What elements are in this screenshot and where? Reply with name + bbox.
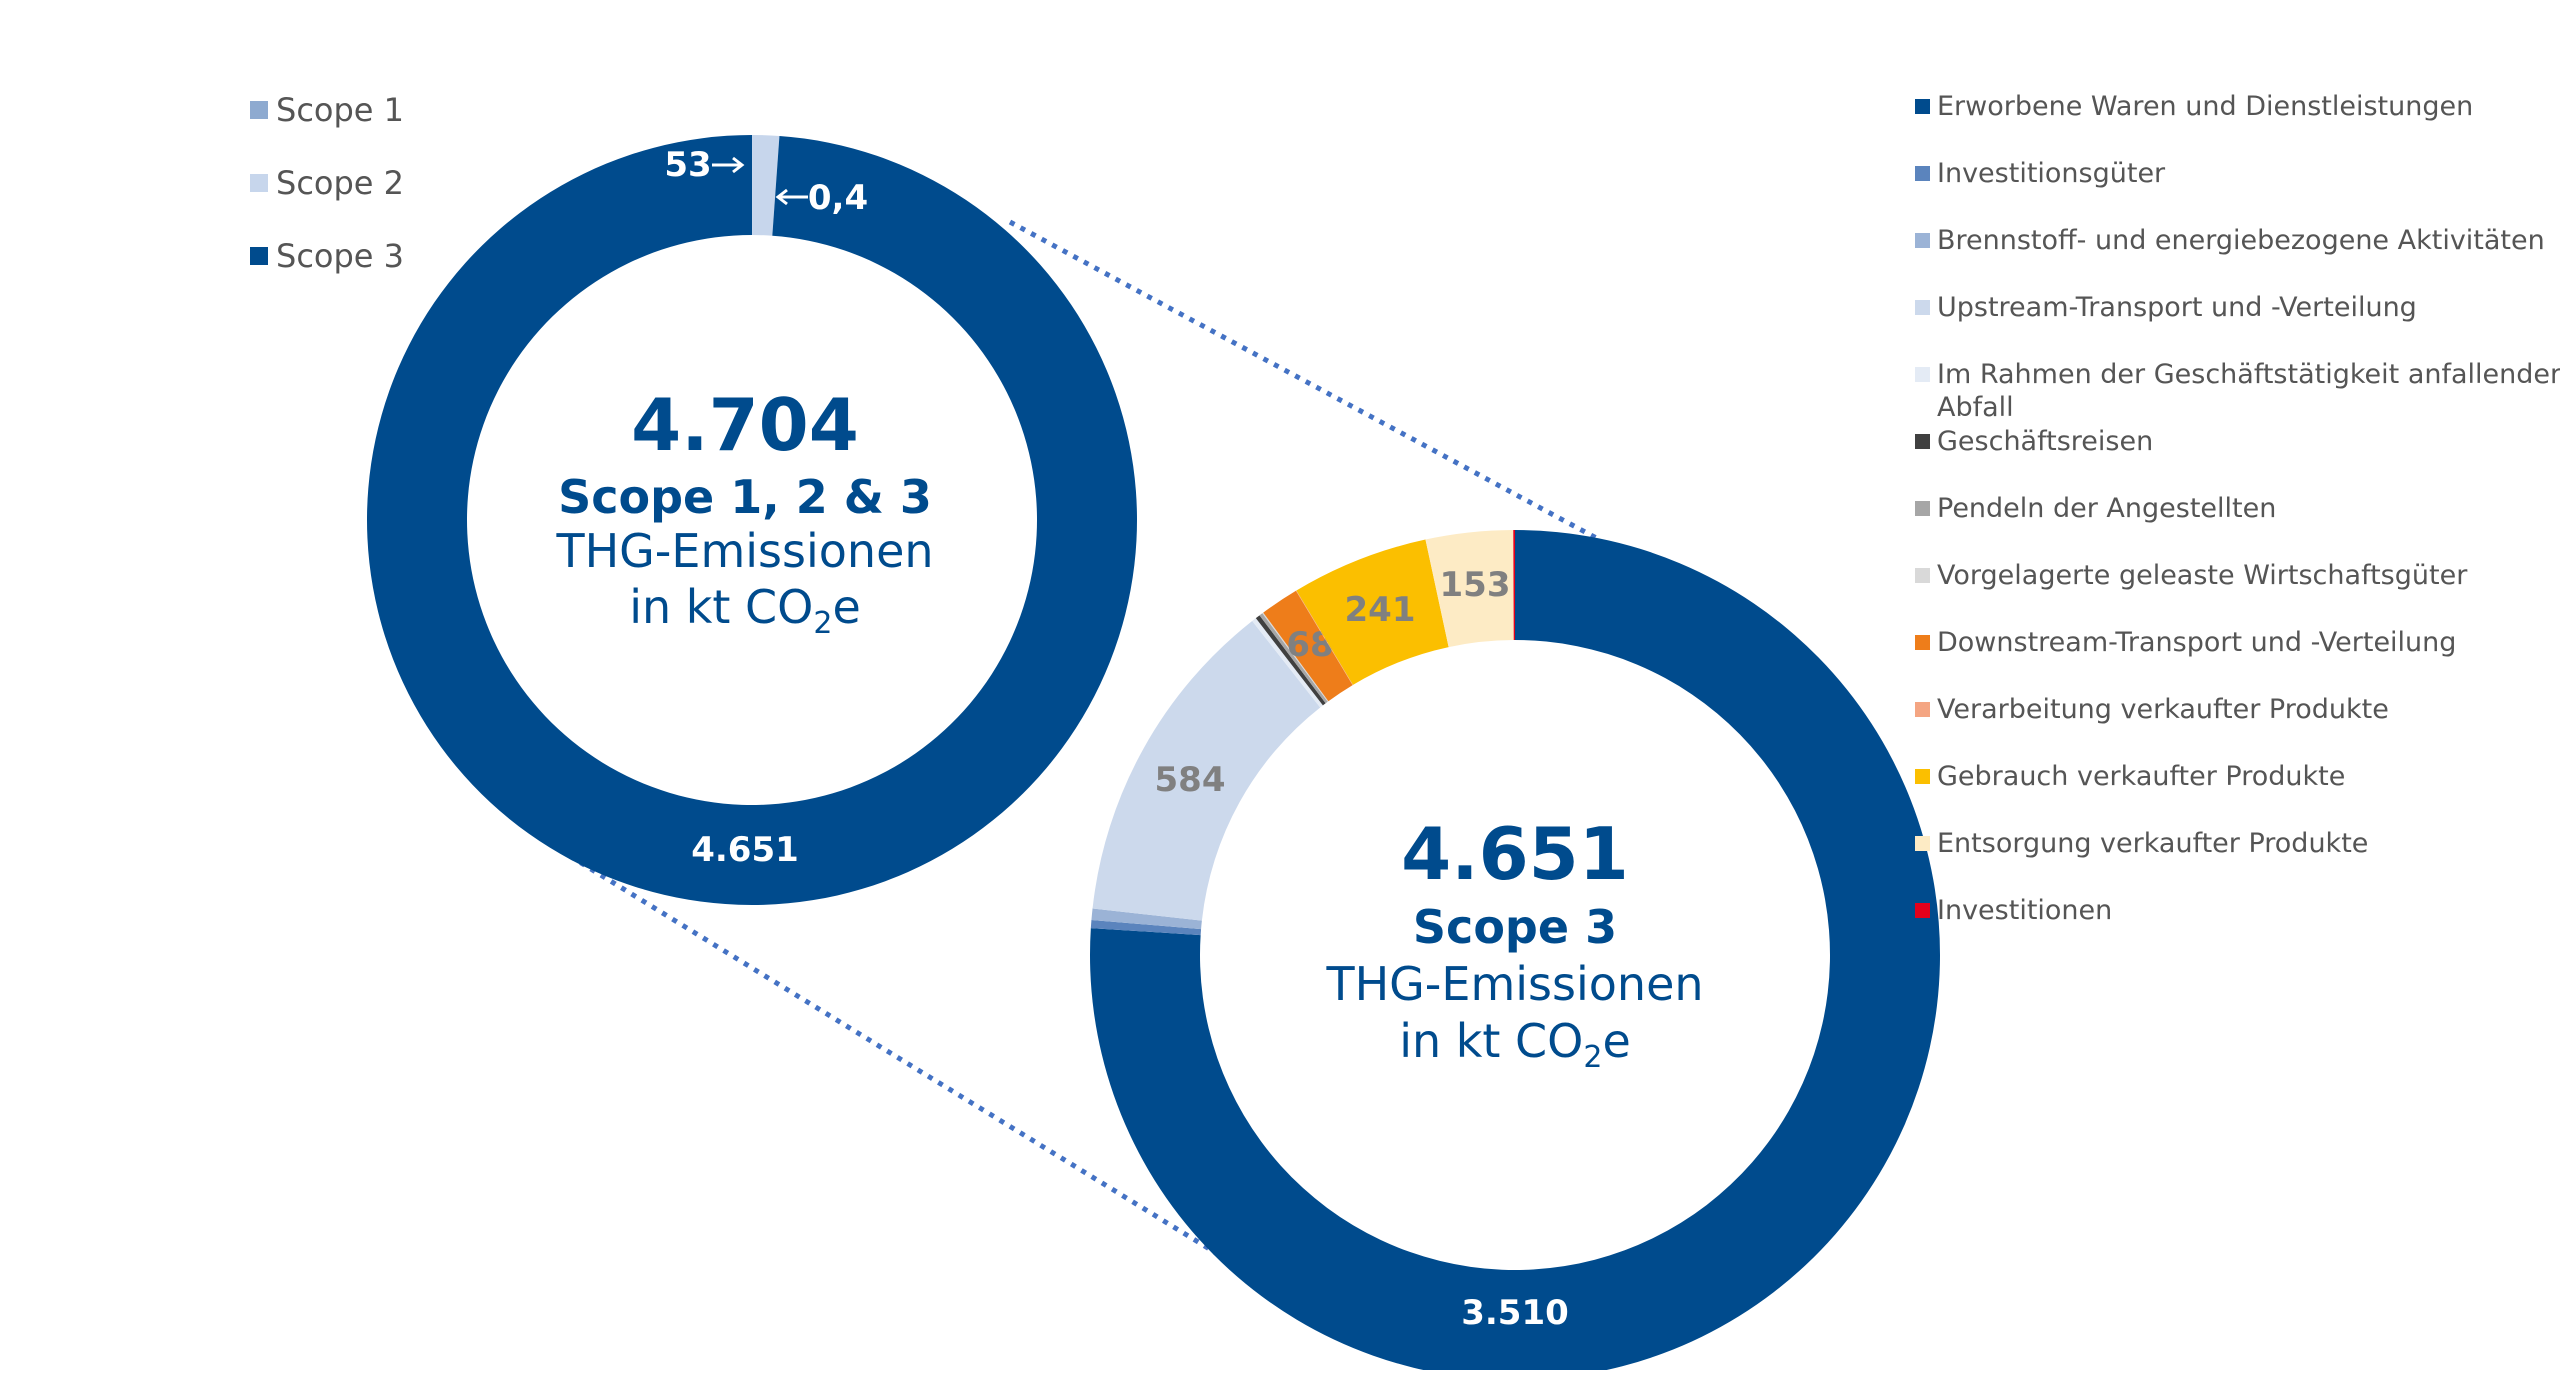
- donut-2-total: 4.651: [1215, 810, 1815, 898]
- legend-swatch: [1915, 99, 1930, 114]
- legend-item-downstream-transport-und-verteilung: Downstream-Transport und -Verteilung: [1915, 626, 2560, 659]
- legend-swatch: [1915, 434, 1930, 449]
- legend-label: Downstream-Transport und -Verteilung: [1937, 626, 2456, 659]
- legend-swatch: [1915, 702, 1930, 717]
- legend-item-scope-2: Scope 2: [250, 163, 404, 203]
- legend-item-erworbene-waren-und-dienstleistungen: Erworbene Waren und Dienstleistungen: [1915, 90, 2560, 123]
- legend-label: Scope 2: [276, 163, 404, 203]
- legend-item-brennstoff-und-energiebezogene-aktivitaeten: Brennstoff- und energiebezogene Aktivitä…: [1915, 224, 2560, 257]
- legend-label: Entsorgung verkaufter Produkte: [1937, 827, 2368, 860]
- donut-1-desc-line2: in kt CO2e: [445, 578, 1045, 653]
- data-label-entsorgung-verkaufter-produkte: 153: [1440, 565, 1511, 605]
- legend-swatch: [250, 174, 268, 192]
- legend-label: Im Rahmen der Geschäftstätigkeit anfalle…: [1937, 358, 2560, 424]
- legend-item-investitionsgueter: Investitionsgüter: [1915, 157, 2560, 190]
- legend-item-scope-3: Scope 3: [250, 236, 404, 276]
- legend-swatch: [1915, 300, 1930, 315]
- unit-text: in kt CO: [629, 580, 813, 634]
- data-label-gebrauch-verkaufter-produkte: 241: [1345, 590, 1416, 630]
- legend-label: Upstream-Transport und -Verteilung: [1937, 291, 2417, 324]
- unit-suffix: e: [832, 580, 860, 634]
- unit-text: in kt CO: [1399, 1014, 1583, 1068]
- legend-item-scope-1: Scope 1: [250, 90, 404, 130]
- donut-1-desc-line1: THG-Emissionen: [445, 524, 1045, 578]
- legend-swatch: [1915, 635, 1930, 650]
- unit-suffix: e: [1602, 1014, 1630, 1068]
- legend-label: Gebrauch verkaufter Produkte: [1937, 760, 2345, 793]
- donut-2-desc-line1: THG-Emissionen: [1215, 956, 1815, 1012]
- data-label-scope-2: 53: [664, 145, 711, 185]
- legend-swatch: [1915, 367, 1930, 382]
- legend-label: Geschäftsreisen: [1937, 425, 2153, 458]
- legend-item-pendeln-der-angestellten: Pendeln der Angestellten: [1915, 492, 2560, 525]
- donut-1-center: 4.704 Scope 1, 2 & 3 THG-Emissionen in k…: [445, 380, 1045, 653]
- legend-label: Scope 1: [276, 90, 404, 130]
- legend-item-upstream-transport-und-verteilung: Upstream-Transport und -Verteilung: [1915, 291, 2560, 324]
- legend-swatch: [1915, 568, 1930, 583]
- legend-label: Verarbeitung verkaufter Produkte: [1937, 693, 2389, 726]
- legend-item-geschaeftsreisen: Geschäftsreisen: [1915, 425, 2560, 458]
- legend-item-gebrauch-verkaufter-produkte: Gebrauch verkaufter Produkte: [1915, 760, 2560, 793]
- unit-subscript: 2: [1583, 1040, 1602, 1075]
- legend-label: Pendeln der Angestellten: [1937, 492, 2276, 525]
- donut-2-title: Scope 3: [1215, 898, 1815, 956]
- legend-swatch: [1915, 501, 1930, 516]
- data-label-erworbene-waren-und-dienstleistungen: 3.510: [1461, 1293, 1569, 1333]
- legend-item-investitionen: Investitionen: [1915, 894, 2560, 927]
- legend-item-entsorgung-verkaufter-produkte: Entsorgung verkaufter Produkte: [1915, 827, 2560, 860]
- data-label-scope-1: 0,4: [808, 178, 868, 218]
- legend-item-verarbeitung-verkaufter-produkte: Verarbeitung verkaufter Produkte: [1915, 693, 2560, 726]
- legend-label: Erworbene Waren und Dienstleistungen: [1937, 90, 2473, 123]
- donut-1-total: 4.704: [445, 380, 1045, 470]
- legend-label: Brennstoff- und energiebezogene Aktivitä…: [1937, 224, 2545, 257]
- legend-label: Scope 3: [276, 236, 404, 276]
- unit-subscript: 2: [813, 606, 832, 641]
- legend-swatch: [1915, 166, 1930, 181]
- donut-2-center: 4.651 Scope 3 THG-Emissionen in kt CO2e: [1215, 810, 1815, 1087]
- legend-swatch: [1915, 769, 1930, 784]
- data-label-scope-3: 4.651: [691, 830, 799, 870]
- legend-label: Investitionsgüter: [1937, 157, 2165, 190]
- legend-swatch: [1915, 233, 1930, 248]
- legend-item-im-rahmen-der-geschaeftstaetigkeit-anfallender-abfall: Im Rahmen der Geschäftstätigkeit anfalle…: [1915, 358, 2560, 424]
- legend-swatch: [250, 101, 268, 119]
- data-label-upstream-transport-und-verteilung: 584: [1155, 760, 1226, 800]
- donut-2-desc-line2: in kt CO2e: [1215, 1012, 1815, 1087]
- donut-1-title: Scope 1, 2 & 3: [445, 470, 1045, 524]
- legend-label: Vorgelagerte geleaste Wirtschaftsgüter: [1937, 559, 2467, 592]
- legend-swatch: [1915, 836, 1930, 851]
- legend-swatch: [1915, 903, 1930, 918]
- legend-swatch: [250, 247, 268, 265]
- legend-item-vorgelagerte-geleaste-wirtschaftsgueter: Vorgelagerte geleaste Wirtschaftsgüter: [1915, 559, 2560, 592]
- legend-label: Investitionen: [1937, 894, 2112, 927]
